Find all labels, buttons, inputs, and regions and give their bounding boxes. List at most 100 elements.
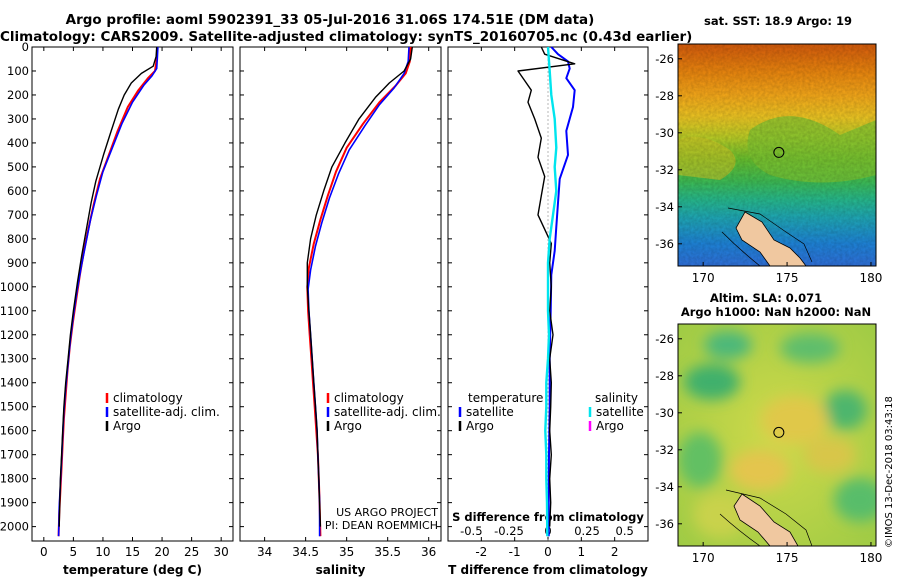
sla-low-anomaly — [834, 478, 876, 522]
map-x-tick-label: 170 — [692, 271, 715, 285]
y-tick-label: 1500 — [0, 400, 29, 414]
y-tick-label: 1000 — [0, 280, 29, 294]
legend-label: Argo — [334, 419, 362, 433]
sla-low-anomaly — [678, 432, 722, 488]
y-tick-label: 1400 — [0, 376, 29, 390]
legend-header: salinity — [595, 391, 638, 405]
sla-high-anomaly — [694, 493, 746, 537]
salinity-plot-area — [239, 46, 442, 542]
x-tick-label: 30 — [214, 545, 229, 559]
map-title: Altim. SLA: 0.071 — [710, 291, 822, 305]
sla-map-panel: 170 175 180 -26 -28 -30 -32 -34 -36 Altim. SLA: 0… — [655, 291, 883, 565]
sla-high-anomaly — [804, 437, 856, 473]
map-y-tick-label: -32 — [655, 443, 674, 457]
y-tick-label: 800 — [7, 232, 29, 246]
x-axis-label: salinity — [316, 563, 366, 577]
temperature-panel: 0 5 10 15 20 25 30 temperature (deg C) 0 100 200 30… — [0, 40, 234, 577]
s-tick-label: 0.25 — [574, 524, 600, 538]
map-x-tick-label: 175 — [776, 271, 799, 285]
y-tick-label: 300 — [7, 112, 29, 126]
y-tick-label: 1700 — [0, 448, 29, 462]
sla-low-anomaly — [823, 390, 867, 430]
sla-high-anomaly — [730, 450, 790, 490]
map-x-tick-label: 180 — [860, 271, 883, 285]
project-annotation: US ARGO PROJECT — [336, 506, 438, 519]
x-tick-label: 5 — [70, 545, 78, 559]
series-line-t-argo — [517, 46, 576, 527]
legend-label: climatology — [113, 391, 183, 405]
argo-float-marker — [773, 146, 785, 158]
map-x-tick-label: 170 — [692, 551, 715, 565]
legend-label: Argo — [466, 419, 494, 433]
x-tick-label: 34.5 — [292, 545, 319, 559]
y-tick-label: 600 — [7, 184, 29, 198]
x-tick-label: 36 — [421, 545, 436, 559]
x-tick-label: 0 — [40, 545, 48, 559]
legend-label: satellite — [466, 405, 514, 419]
x-tick-label: 10 — [95, 545, 110, 559]
map-title: Argo h1000: NaN h2000: NaN — [681, 305, 871, 319]
y-tick-label: 1200 — [0, 328, 29, 342]
y-tick-label: 500 — [7, 160, 29, 174]
x-tick-label: 15 — [125, 545, 140, 559]
sla-landmass — [733, 493, 799, 546]
x-tick-label: -2 — [475, 545, 487, 559]
legend-label: satellite-adj. clim. — [113, 405, 220, 419]
map-y-tick-label: -34 — [655, 480, 674, 494]
y-tick-label: 1100 — [0, 304, 29, 318]
map-y-tick-label: -26 — [655, 332, 674, 346]
sst-map-panel: 170 175 180 -26 -28 -30 -32 -34 -36 sat. SST: 18.… — [655, 14, 882, 285]
x-tick-label: 2 — [611, 545, 619, 559]
map-y-tick-label: -36 — [655, 517, 674, 531]
x-axis-label: temperature (deg C) — [63, 563, 202, 577]
y-tick-label: 1800 — [0, 472, 29, 486]
y-tick-label: 0 — [22, 40, 29, 54]
map-y-tick-label: -32 — [655, 163, 674, 177]
map-y-tick-label: -34 — [655, 200, 674, 214]
temperature-plot-area — [31, 46, 234, 542]
salinity-panel: 34 34.5 35 35.5 36 salinity climatologysatell… — [239, 46, 442, 577]
sla-bathymetry-contour — [719, 489, 813, 546]
legend-label: Argo — [113, 419, 141, 433]
legend-label: satellite-adj. clim. — [334, 405, 441, 419]
x-tick-label: 34 — [257, 545, 272, 559]
difference-panel: -2 -1 0 1 2 T difference from climatology -0.5… — [447, 46, 649, 577]
y-tick-label: 1900 — [0, 496, 29, 510]
x-tick-label: 25 — [184, 545, 199, 559]
legend-label: satellite — [596, 405, 644, 419]
y-tick-label: 700 — [7, 208, 29, 222]
sla-low-anomaly — [684, 364, 740, 400]
chart-title-line1: Argo profile: aoml 5902391_33 05-Jul-201… — [65, 12, 595, 28]
series-line-argo — [306, 46, 413, 527]
project-annotation: PI: DEAN ROEMMICH — [325, 519, 438, 532]
y-tick-label: 100 — [7, 64, 29, 78]
x-tick-label: 20 — [154, 545, 169, 559]
legend-label: Argo — [596, 419, 624, 433]
y-tick-label: 200 — [7, 88, 29, 102]
y-tick-label: 1300 — [0, 352, 29, 366]
y-tick-label: 900 — [7, 256, 29, 270]
map-y-tick-label: -36 — [655, 237, 674, 251]
x-axis-label: T difference from climatology — [448, 563, 648, 577]
y-tick-label: 2000 — [0, 520, 29, 534]
x-tick-label: 0 — [544, 545, 552, 559]
sla-low-anomaly — [780, 333, 840, 363]
s-tick-label: -0.25 — [494, 524, 524, 538]
map-title: sat. SST: 18.9 Argo: 19 — [704, 14, 852, 28]
series-line-t-satellite — [547, 46, 576, 537]
map-y-tick-label: -28 — [655, 369, 674, 383]
argo-float-marker — [773, 426, 785, 438]
sst-landmass — [735, 211, 807, 266]
sst-bathymetry-contour — [721, 207, 813, 266]
map-y-tick-label: -26 — [655, 52, 674, 66]
map-y-tick-label: -30 — [655, 406, 674, 420]
series-line-s-satellite — [544, 46, 558, 537]
x-tick-label: 1 — [578, 545, 586, 559]
map-x-tick-label: 175 — [776, 551, 799, 565]
map-y-tick-label: -28 — [655, 89, 674, 103]
map-x-tick-label: 180 — [860, 551, 883, 565]
sst-map-frame — [677, 43, 877, 267]
sla-high-anomaly — [761, 396, 829, 444]
legend-header: temperature — [468, 391, 543, 405]
